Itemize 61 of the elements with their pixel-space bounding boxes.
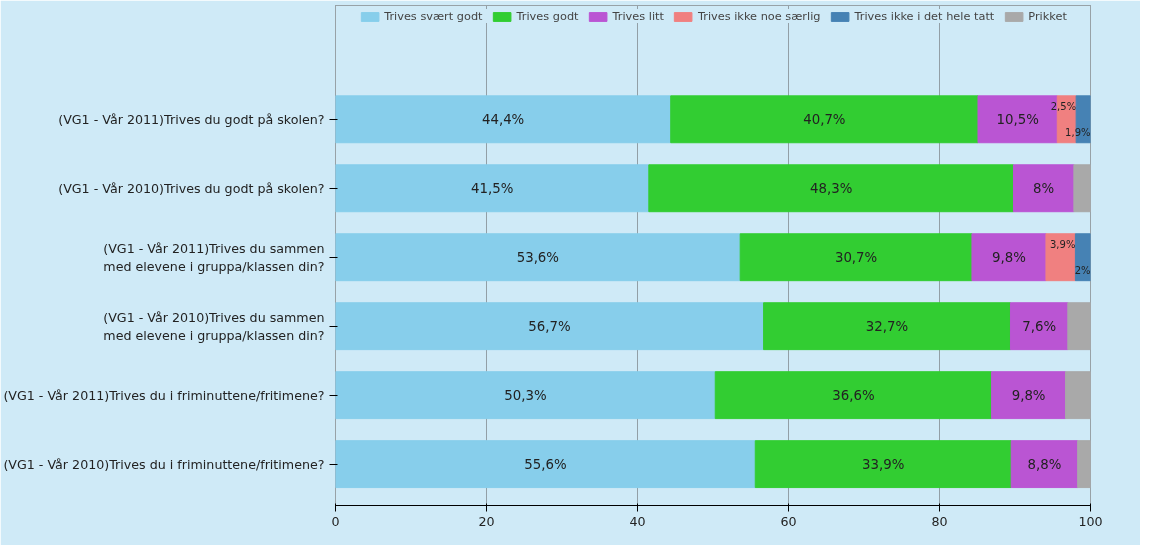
y-tick-label: (VG1 - Vår 2010)Trives du sammen med elevene i gruppa/klassen din? — [103, 309, 325, 343]
data-label: 41,5% — [470, 180, 514, 196]
data-label: 8,8% — [1027, 456, 1062, 472]
y-tick-label: (VG1 - Vår 2010)Trives du i friminuttene/fritimene? — [3, 456, 325, 472]
data-label: 48,3% — [809, 180, 853, 196]
data-label: 30,7% — [834, 249, 878, 265]
data-label: 3,9% — [1049, 238, 1076, 250]
data-label: 56,7% — [528, 318, 571, 334]
bar — [335, 302, 765, 351]
bar — [991, 371, 1067, 420]
bar — [1045, 233, 1076, 282]
legend-label: Trives godt — [516, 9, 579, 23]
bar — [1009, 302, 1069, 351]
x-tick-label: 0 — [331, 513, 340, 529]
bar — [335, 371, 716, 420]
data-label: 40,7% — [803, 111, 846, 127]
data-label: 36,6% — [832, 387, 875, 403]
bar — [335, 440, 756, 489]
legend-label: Trives ikke noe særlig — [697, 9, 821, 23]
bar — [335, 164, 650, 213]
bar — [1077, 440, 1091, 489]
data-label: 50,3% — [504, 387, 547, 403]
bar — [1073, 164, 1091, 213]
data-label: 9,8% — [1011, 387, 1046, 403]
bar — [763, 302, 1011, 351]
bar — [754, 440, 1012, 489]
data-label: 44,4% — [481, 111, 525, 127]
bar — [670, 95, 979, 144]
x-tick-label: 80 — [931, 513, 948, 529]
legend-label: Trives litt — [612, 9, 664, 23]
y-tick-label: (VG1 - Vår 2011)Trives du sammen med elevene i gruppa/klassen din? — [103, 240, 325, 274]
data-label: 2,5% — [1050, 100, 1077, 112]
x-tick-label: 60 — [780, 513, 797, 529]
x-tick-label: 100 — [1078, 513, 1103, 529]
y-tick-label: (VG1 - Vår 2010)Trives du godt på skolen? — [58, 180, 325, 196]
data-label: 9,8% — [992, 249, 1026, 265]
bar — [335, 95, 672, 144]
x-tick-label: 20 — [478, 513, 495, 529]
legend-label: Trives ikke i det hele tatt — [854, 9, 995, 23]
bar — [1065, 371, 1091, 420]
data-label: 33,9% — [862, 456, 905, 472]
bar — [1012, 164, 1075, 213]
bar — [1067, 302, 1091, 351]
legend-label: Prikket — [1028, 9, 1067, 23]
bar — [971, 233, 1047, 282]
bar — [714, 371, 993, 420]
legend-label: Trives svært godt — [384, 9, 483, 23]
bar — [739, 233, 973, 282]
data-label: 2% — [1074, 264, 1091, 276]
x-tick-label: 40 — [629, 513, 646, 529]
data-label: 55,6% — [524, 456, 567, 472]
data-label: 10,5% — [996, 111, 1039, 127]
data-label: 32,7% — [865, 318, 909, 334]
bar — [1010, 440, 1079, 489]
data-label: 7,6% — [1022, 318, 1057, 334]
y-tick-label: (VG1 - Vår 2011)Trives du i friminuttene/fritimene? — [3, 387, 325, 403]
bar — [335, 233, 741, 282]
data-label: 53,6% — [516, 249, 560, 265]
y-tick-label: (VG1 - Vår 2011)Trives du godt på skolen? — [58, 111, 325, 127]
bar — [648, 164, 1014, 213]
data-label: 8% — [1033, 180, 1055, 196]
